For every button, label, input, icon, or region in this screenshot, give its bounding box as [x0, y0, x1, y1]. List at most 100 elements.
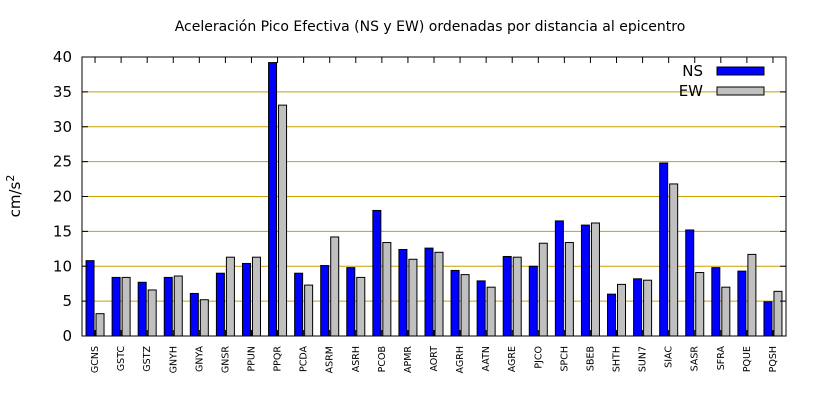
y-tick-label: 0 — [62, 327, 72, 345]
bar-ns-agre — [502, 255, 512, 337]
y-tick-label: 25 — [53, 153, 72, 171]
bar-ew-pcob — [382, 242, 392, 337]
x-tick-label: PQSH — [768, 346, 779, 372]
x-tick-label: AATN — [481, 346, 492, 371]
legend: NS EW — [679, 62, 765, 100]
bar-ns-gnsr — [215, 272, 225, 337]
x-tick-label: GNSR — [220, 346, 231, 373]
x-tick-label: APMR — [403, 346, 414, 373]
x-tick-label: SIAC — [664, 346, 675, 368]
legend-swatch-ns — [716, 66, 765, 76]
bar-ns-aatn — [476, 280, 486, 337]
x-tick-label: PCDA — [299, 346, 310, 373]
bar-ew-shth — [617, 283, 627, 337]
bar-ew-asrh — [356, 276, 366, 337]
legend-label-ew: EW — [679, 82, 703, 100]
y-tick-label: 10 — [53, 257, 72, 275]
x-tick-label: PPQR — [273, 346, 284, 372]
bars — [85, 62, 783, 337]
bar-ns-pcda — [294, 272, 304, 337]
y-axis-label: cm/s2 — [4, 175, 24, 218]
chart-title: Aceleración Pico Efectiva (NS y EW) orde… — [175, 19, 686, 35]
bar-ns-pjco — [528, 265, 538, 337]
bar-ns-shth — [607, 293, 617, 337]
x-tick-label: ASRM — [325, 346, 336, 373]
grid-lines — [82, 91, 786, 302]
bar-ew-spch — [564, 242, 574, 337]
bar-ew-ppqr — [278, 104, 288, 337]
bar-ew-apmr — [408, 258, 418, 337]
bar-ns-ppun — [241, 262, 251, 337]
x-tick-label: GSTC — [116, 346, 127, 372]
x-tick-label: AORT — [429, 346, 440, 372]
legend-label-ns: NS — [682, 62, 703, 80]
y-axis-label-text: cm/s — [6, 181, 24, 217]
bar-ew-agre — [512, 256, 522, 337]
x-tick-label: SASR — [690, 346, 701, 372]
x-tick-label: ASRH — [351, 346, 362, 372]
bar-ew-pjco — [538, 242, 548, 337]
bar-ns-ppqr — [268, 62, 278, 337]
x-tick-label: PCOB — [377, 346, 388, 372]
bar-ns-gnyh — [163, 276, 173, 337]
x-tick-label: SBEB — [585, 346, 596, 371]
bar-ns-sun7 — [633, 278, 643, 337]
bar-ns-spch — [554, 220, 564, 337]
x-tick-label: PPUN — [246, 346, 257, 372]
y-tick-label: 35 — [53, 83, 72, 101]
x-tick-label: SHTH — [612, 346, 623, 372]
bar-ew-sasr — [695, 272, 705, 337]
legend-swatch-ew — [716, 86, 765, 96]
bar-ew-agrh — [460, 274, 470, 337]
bar-ew-gnsr — [225, 256, 235, 337]
y-tick-label: 15 — [53, 222, 72, 240]
x-tick-label: PJCO — [533, 346, 544, 369]
bar-ns-siac — [659, 162, 669, 337]
bar-ns-pcob — [372, 209, 382, 337]
x-tick-label: SFRA — [716, 346, 727, 371]
bar-ew-pcda — [304, 284, 314, 337]
bar-ew-sun7 — [643, 279, 653, 337]
x-tick-label: AGRE — [507, 346, 518, 372]
bar-ns-gcns — [85, 260, 95, 337]
y-tick-label: 30 — [53, 118, 72, 136]
bar-ew-siac — [669, 183, 679, 337]
bar-ns-gnya — [189, 292, 199, 337]
x-tick-label: PQUE — [742, 346, 753, 372]
x-tick-label: GSTZ — [142, 346, 153, 372]
y-tick-label: 20 — [53, 188, 72, 206]
bar-ew-sfra — [721, 286, 731, 337]
bar-ew-aort — [434, 251, 444, 337]
x-tick-label: GNYA — [194, 346, 205, 373]
bar-ew-gstc — [121, 276, 131, 337]
bar-ew-ppun — [251, 256, 261, 337]
x-axis-ticks: GCNS GSTC GSTZ GNYH GNYA GNSR PPUN PPQR PCDA ASRM… — [90, 57, 779, 373]
bar-ew-gnyh — [173, 275, 183, 337]
bar-ew-pque — [747, 253, 757, 337]
x-tick-label: SUN7 — [638, 346, 649, 372]
bar-ns-asrm — [320, 265, 330, 337]
bar-ns-pqsh — [763, 301, 773, 337]
y-axis-label-superscript: 2 — [4, 175, 17, 182]
y-tick-label: 5 — [62, 292, 72, 310]
y-tick-label: 40 — [53, 48, 72, 66]
bar-ns-sbeb — [580, 224, 590, 337]
x-tick-label: AGRH — [455, 346, 466, 373]
bar-ew-aatn — [486, 286, 496, 337]
bar-ns-agrh — [450, 269, 460, 337]
x-tick-label: GCNS — [90, 346, 101, 373]
bar-ew-gnya — [199, 299, 209, 337]
x-tick-label: SPCH — [559, 346, 570, 372]
bar-ew-sbeb — [590, 222, 600, 337]
y-axis-ticks: 0 5 10 15 20 25 30 35 40 — [53, 48, 786, 345]
bar-ns-aort — [424, 247, 434, 337]
bar-ns-pque — [737, 270, 747, 337]
bar-ns-apmr — [398, 249, 408, 337]
bar-ns-sasr — [685, 229, 695, 337]
bar-ns-gstc — [111, 276, 121, 337]
bar-ew-gstz — [147, 289, 157, 337]
bar-ns-asrh — [346, 267, 356, 337]
bar-ns-gstz — [137, 281, 147, 337]
bar-ew-gcns — [95, 313, 105, 337]
